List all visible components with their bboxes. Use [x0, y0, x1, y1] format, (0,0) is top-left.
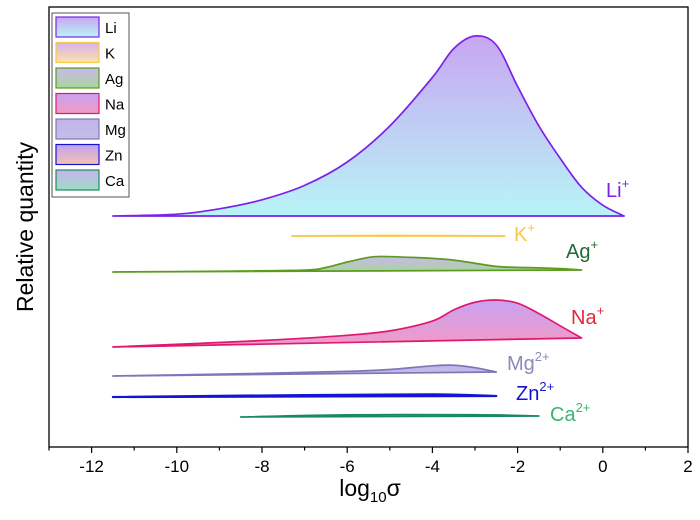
legend-swatch [55, 16, 100, 38]
legend-label: Na [105, 97, 125, 114]
ridge-line-zn [111, 393, 498, 399]
legend-entry-li: Li [55, 16, 117, 38]
legend-label: Li [105, 20, 117, 37]
x-tick-label: -8 [254, 457, 269, 476]
legend-swatch [55, 41, 100, 64]
legend-entry-ca: Ca [55, 169, 125, 191]
legend-label: Zn [105, 148, 123, 165]
ridge-fill-na [112, 300, 582, 347]
x-tick-label: -2 [510, 457, 525, 476]
x-tick-label: -12 [79, 457, 104, 476]
ridge-na [112, 299, 583, 348]
ridge-li [112, 35, 625, 217]
legend-entry-mg: Mg [55, 118, 126, 140]
ridge-fill-ag [112, 256, 582, 272]
ridge-zn [111, 393, 498, 399]
ridge-line-ca [239, 413, 540, 418]
series-label-li: Li+ [606, 176, 629, 202]
ridge-line-li [112, 35, 625, 217]
legend-entry-zn: Zn [55, 143, 123, 166]
series-labels: Li+ K+ Ag+ Na+ Mg2+ Zn2+Ca2+ [507, 176, 629, 426]
legend-swatch [55, 169, 100, 191]
ridge-ca [239, 413, 540, 418]
x-tick-label: 0 [598, 457, 607, 476]
series-label-zn: Zn2+ [516, 379, 554, 405]
ridge-line-k [290, 234, 506, 237]
x-tick-label: -4 [425, 457, 440, 476]
ridge-mg [112, 364, 498, 377]
series-label-mg: Mg2+ [507, 349, 550, 375]
legend-swatch [55, 67, 100, 89]
plot-frame [48, 6, 689, 448]
series-label-k: K+ [514, 220, 535, 246]
x-tick-label: 2 [683, 457, 692, 476]
legend-label: K [105, 46, 115, 63]
series-label-ag: Ag+ [566, 237, 598, 263]
x-axis-ticks: -12 -10 -8 -6 -4 -2 0 2 [48, 447, 693, 476]
x-axis-label: log10σ [339, 475, 401, 506]
ridge-ag [112, 255, 583, 273]
series-label-na: Na+ [571, 303, 604, 329]
legend-entry-ag: Ag [55, 67, 123, 89]
ridges [111, 35, 625, 418]
legend-entry-k: K [55, 41, 115, 64]
legend-swatch [55, 92, 100, 115]
legend-swatch [55, 118, 100, 140]
y-axis-label: Relative quantity [12, 141, 38, 312]
x-tick-label: -6 [340, 457, 355, 476]
ridge-line-mg [112, 364, 498, 377]
x-tick-label: -10 [165, 457, 190, 476]
ridge-fill-li [112, 35, 625, 217]
ridge-line-na [112, 299, 583, 348]
series-label-ca: Ca2+ [550, 400, 590, 426]
legend-label: Mg [105, 122, 126, 139]
legend-entry-na: Na [55, 92, 125, 115]
legend: Li K Ag Na Mg Zn Ca [51, 12, 130, 198]
ridge-line-ag [112, 255, 583, 273]
ridge-k [290, 234, 506, 237]
legend-swatch [55, 143, 100, 166]
legend-label: Ag [105, 71, 123, 88]
legend-label: Ca [105, 173, 125, 190]
